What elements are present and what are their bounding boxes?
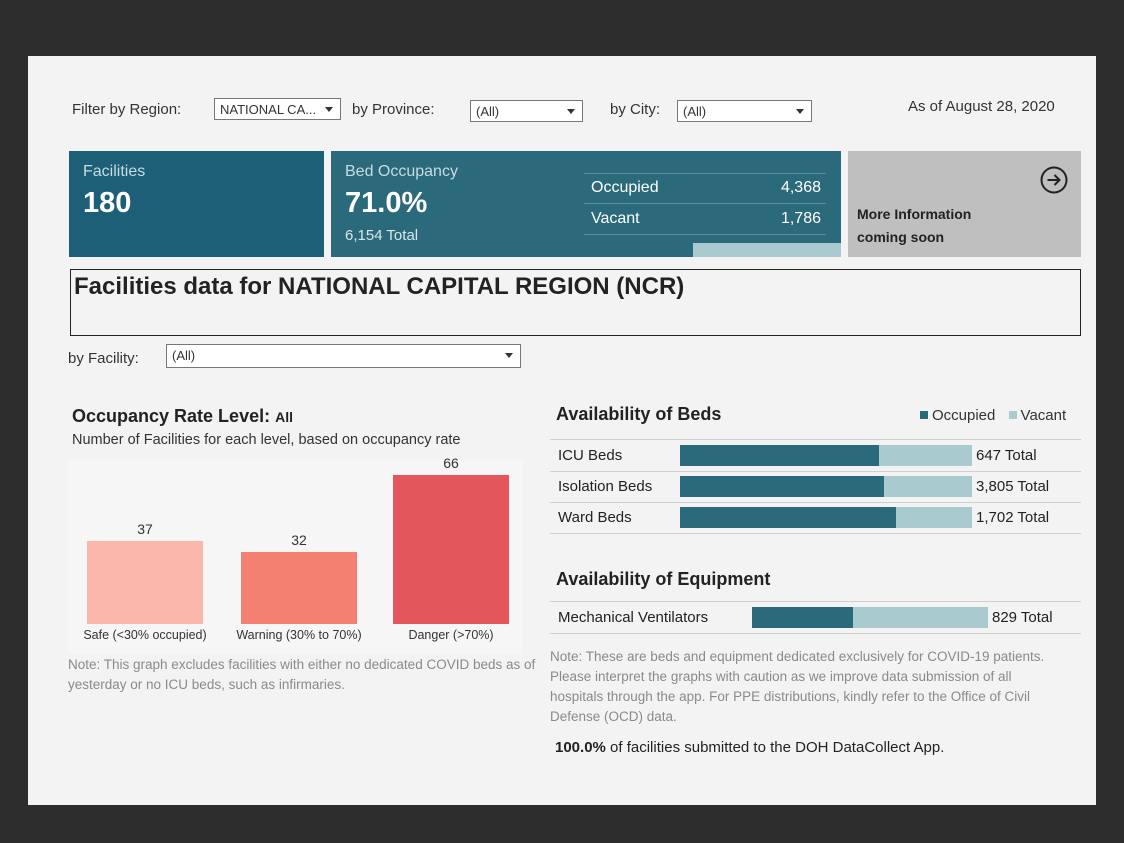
- table-row: Ward Beds 1,702 Total: [550, 502, 1081, 534]
- divider: [584, 234, 826, 235]
- bed-occupancy-title: Bed Occupancy: [345, 163, 458, 180]
- occupancy-title-suffix: All: [275, 409, 293, 425]
- divider: [584, 203, 826, 204]
- vacant-bar[interactable]: [884, 476, 972, 497]
- vacant-row: Vacant 1,786: [591, 210, 821, 228]
- bed-occupancy-card: Bed Occupancy 71.0% 6,154 Total Occupied…: [331, 151, 841, 257]
- legend-occupied: Occupied: [920, 407, 995, 424]
- bar-2[interactable]: [393, 475, 509, 624]
- city-select[interactable]: (All): [677, 100, 812, 122]
- facilities-count: 180: [83, 187, 132, 219]
- more-info-line2: coming soon: [857, 229, 945, 245]
- occupancy-title: Occupancy Rate Level: All: [72, 406, 293, 427]
- chevron-down-icon: [567, 109, 575, 114]
- legend-vacant-label: Vacant: [1020, 407, 1067, 424]
- chevron-down-icon: [325, 107, 333, 112]
- facilities-title: Facilities: [83, 163, 146, 180]
- occupied-row: Occupied 4,368: [591, 179, 821, 197]
- bar-1[interactable]: [241, 552, 357, 624]
- submission-status: 100.0% of facilities submitted to the DO…: [555, 739, 944, 756]
- row-total: 647 Total: [976, 447, 1037, 464]
- occupancy-subtitle: Number of Facilities for each level, bas…: [72, 432, 461, 448]
- occupied-bar[interactable]: [680, 445, 879, 466]
- equipment-title: Availability of Equipment: [556, 569, 771, 589]
- table-row: Mechanical Ventilators 829 Total: [550, 602, 1081, 634]
- city-select-value: (All): [683, 104, 707, 119]
- vacant-bar[interactable]: [896, 507, 972, 528]
- vacant-bar[interactable]: [879, 445, 972, 466]
- region-select-value: NATIONAL CA...: [220, 102, 317, 117]
- bar-value-label: 37: [137, 521, 153, 537]
- vacant-label: Vacant: [591, 210, 640, 227]
- occupied-bar[interactable]: [680, 476, 884, 497]
- province-select[interactable]: (All): [470, 100, 583, 122]
- province-filter-label: by Province:: [352, 101, 435, 118]
- facility-select-value: (All): [172, 348, 196, 363]
- region-filter-label: Filter by Region:: [72, 101, 182, 118]
- bar-value-label: 66: [443, 455, 459, 471]
- availability-note: Note: These are beds and equipment dedic…: [550, 649, 1045, 724]
- legend-occupied-label: Occupied: [932, 407, 996, 424]
- occupancy-bar-chart: 37 Safe (<30% occupied) 32 Warning (30% to …: [68, 455, 523, 654]
- legend-vacant: Vacant: [1008, 407, 1067, 424]
- vacant-value: 1,786: [780, 210, 821, 227]
- occupied-label: Occupied: [591, 179, 659, 196]
- chevron-down-icon: [796, 109, 804, 114]
- submission-text: of facilities submitted to the DOH DataC…: [605, 739, 945, 756]
- facilities-card: Facilities 180: [69, 151, 324, 257]
- as-of-date: As of August 28, 2020: [908, 98, 1055, 115]
- occupancy-title-text: Occupancy Rate Level:: [72, 406, 271, 426]
- legend-swatch-occupied: [920, 411, 928, 419]
- bar-category-label: Safe (<30% occupied): [83, 628, 207, 642]
- row-label: Ward Beds: [558, 509, 632, 526]
- row-total: 829 Total: [992, 609, 1053, 626]
- row-label: ICU Beds: [558, 447, 623, 464]
- table-row: Isolation Beds 3,805 Total: [550, 471, 1081, 503]
- row-total: 3,805 Total: [976, 478, 1050, 495]
- divider: [584, 173, 826, 174]
- chevron-down-icon: [505, 353, 513, 358]
- facility-select[interactable]: (All): [166, 344, 521, 368]
- bar-category-label: Warning (30% to 70%): [236, 628, 362, 642]
- region-heading: Facilities data for NATIONAL CAPITAL REG…: [74, 273, 685, 300]
- province-select-value: (All): [476, 104, 500, 119]
- facility-filter-label: by Facility:: [68, 350, 139, 367]
- legend-swatch-vacant: [1008, 411, 1017, 419]
- occupied-bar[interactable]: [680, 507, 896, 528]
- row-label: Mechanical Ventilators: [558, 609, 709, 626]
- table-row: ICU Beds 647 Total: [550, 440, 1081, 472]
- bar-category-label: Danger (>70%): [408, 628, 494, 642]
- vacant-indicator: [693, 243, 841, 257]
- row-total: 1,702 Total: [976, 509, 1050, 526]
- region-select[interactable]: NATIONAL CA...: [214, 98, 341, 120]
- dashboard-panel: Filter by Region: NATIONAL CA... by Prov…: [28, 56, 1096, 805]
- row-label: Isolation Beds: [558, 478, 653, 495]
- occupied-bar[interactable]: [752, 607, 853, 628]
- arrow-circle-right-icon[interactable]: [1039, 165, 1069, 195]
- bed-total: 6,154 Total: [345, 227, 419, 244]
- submission-percent: 100.0%: [555, 739, 606, 756]
- vacant-bar[interactable]: [853, 607, 988, 628]
- divider: [550, 439, 1081, 440]
- beds-title: Availability of Beds: [556, 404, 722, 424]
- city-filter-label: by City:: [610, 101, 661, 118]
- bar-value-label: 32: [291, 532, 307, 548]
- occupancy-note: Note: This graph excludes facilities wit…: [68, 657, 536, 692]
- divider: [550, 601, 1081, 602]
- more-info-card[interactable]: More Information coming soon: [848, 151, 1081, 257]
- occupied-value: 4,368: [780, 179, 821, 196]
- region-heading-box: Facilities data for NATIONAL CAPITAL REG…: [70, 269, 1081, 336]
- bed-occupancy-rate: 71.0%: [345, 187, 428, 219]
- more-info-line1: More Information: [857, 206, 972, 222]
- bar-0[interactable]: [87, 541, 203, 624]
- beds-legend: Occupied Vacant: [920, 407, 1066, 424]
